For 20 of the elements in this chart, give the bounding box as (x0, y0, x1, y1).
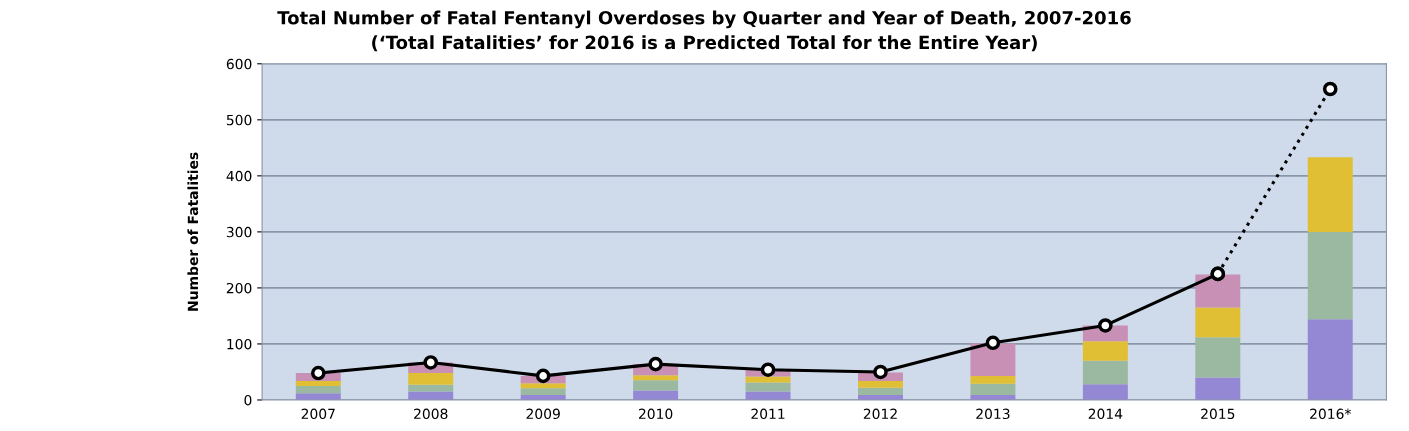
y-tick-label: 600 (226, 58, 252, 70)
x-tick-label: 2010 (638, 408, 673, 420)
x-tick-label: 2014 (1088, 408, 1123, 420)
chart-title: Total Number of Fatal Fentanyl Overdoses by Quarter and Year of Death, 2007-2016 (277, 10, 1131, 29)
y-tick-label: 400 (226, 170, 252, 182)
x-tick-label: 2008 (414, 408, 448, 420)
x-tick-label: 2007 (301, 408, 335, 420)
y-tick-label: 0 (244, 394, 252, 406)
x-tick-label: 2012 (863, 408, 897, 420)
y-tick-label: 200 (226, 282, 252, 294)
x-tick-label: 2016* (1310, 408, 1351, 420)
x-tick-label: 2015 (1201, 408, 1235, 420)
y-tick-label: 300 (226, 226, 252, 238)
y-tick-label: 100 (227, 338, 252, 350)
x-tick-label: 2009 (526, 408, 560, 420)
x-tick-label: 2011 (751, 408, 785, 420)
x-tick-label: 2013 (976, 408, 1010, 420)
chart-subtitle: (‘Total Fatalities’ for 2016 is a Predicted Total for the Entire Year) (372, 35, 1037, 52)
y-tick-label: 500 (226, 114, 252, 126)
y-axis-title: Number of Fatalities (187, 152, 199, 311)
